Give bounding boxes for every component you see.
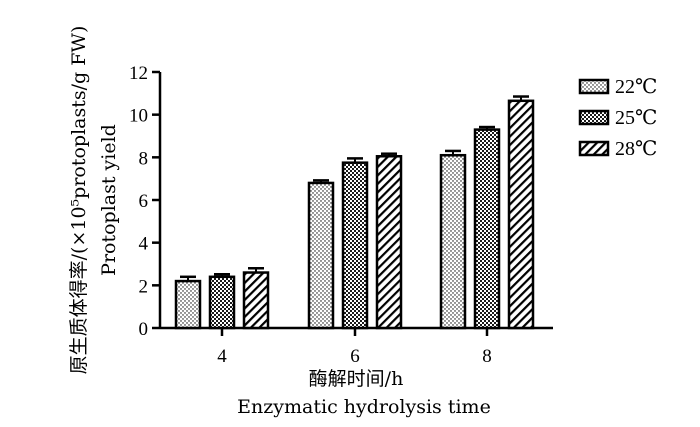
y-axis-title-en: Protoplast yield	[98, 124, 120, 276]
bar-checker-4	[208, 275, 236, 330]
y-tick-label: 4	[139, 234, 149, 255]
y-tick-label: 8	[139, 148, 149, 169]
x-axis-title-en: Enzymatic hydrolysis time	[237, 396, 491, 418]
x-tick-label: 6	[350, 346, 360, 367]
y-tick-label: 6	[139, 191, 149, 212]
legend-label: 25℃	[615, 107, 657, 129]
bar-hatch-6	[375, 155, 403, 330]
y-tick-label: 0	[139, 319, 149, 340]
y-axis-title-cn: 原生质体得率/(×10⁵protoplasts/g FW)	[68, 26, 90, 375]
bar-checker-8	[473, 128, 501, 330]
legend-label: 22℃	[615, 76, 657, 98]
x-tick-label: 4	[217, 346, 227, 367]
bar-dots-6	[307, 181, 335, 330]
legend-label: 28℃	[615, 138, 657, 160]
bar-hatch-8	[507, 99, 535, 330]
x-tick-label: 8	[482, 346, 492, 367]
legend-swatch-dots	[578, 78, 610, 95]
y-tick-label: 12	[129, 63, 148, 84]
bar-hatch-4	[242, 271, 270, 330]
legend-swatch-checker	[578, 109, 610, 126]
bar-dots-8	[439, 153, 467, 330]
y-tick-label: 10	[129, 106, 148, 127]
bar-checker-6	[341, 161, 369, 330]
x-axis-title-cn: 酶解时间/h	[309, 368, 404, 390]
bar-dots-4	[174, 279, 202, 330]
y-tick-label: 2	[139, 276, 149, 297]
legend-swatch-hatch	[578, 140, 610, 157]
